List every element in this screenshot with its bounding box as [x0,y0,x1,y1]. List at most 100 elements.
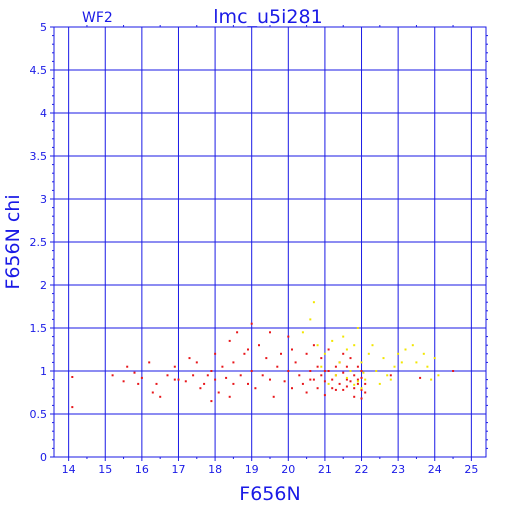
red-data-point [291,387,293,390]
yellow-data-point [367,352,370,355]
red-data-point [334,365,337,368]
x-tick-label: 14 [62,463,76,476]
yellow-data-point [349,370,352,372]
red-data-point [188,357,191,360]
yellow-data-point [360,387,363,390]
y-tick-label: 5 [40,21,47,34]
red-data-point [192,374,195,377]
yellow-data-point [422,352,425,355]
x-tick-label: 18 [208,463,222,476]
red-data-point [334,388,337,391]
yellow-data-point [320,365,323,368]
red-data-point [309,378,312,381]
red-data-point [137,382,140,385]
red-data-point [323,394,326,397]
red-data-point [232,382,235,385]
red-data-point [217,391,220,394]
yellow-data-point [393,365,396,368]
red-data-point [258,344,260,347]
red-data-point [214,352,217,355]
red-data-point [151,391,154,394]
red-data-point [210,400,213,403]
x-tick-label: 16 [135,463,149,476]
yellow-data-point [415,361,418,364]
red-data-point [261,374,264,377]
red-data-point [320,374,323,377]
red-data-point [254,387,257,390]
red-data-point [250,370,253,372]
red-data-point [173,378,176,381]
y-tick-label: 1.5 [30,322,48,335]
yellow-data-point [397,352,400,355]
yellow-data-point [331,339,334,342]
red-data-point [452,370,455,372]
red-data-point [122,380,125,383]
red-data-point [276,365,279,368]
x-axis-label: F656N [239,483,300,505]
chart-title: lmc_u5i281 [213,6,322,28]
red-data-point [331,378,334,381]
red-data-point [364,382,367,385]
yellow-data-point [338,361,341,364]
red-data-point [345,365,348,368]
y-tick-label: 2 [40,279,47,292]
x-tick-label: 24 [428,463,442,476]
red-data-point [360,376,363,379]
red-data-point [228,395,231,398]
red-data-point [353,395,356,398]
red-data-point [364,391,367,394]
y-tick-label: 4.5 [30,64,48,77]
red-data-point [283,380,286,383]
x-tick-label: 21 [318,463,332,476]
red-data-point [360,397,363,400]
red-data-point [349,380,352,383]
red-data-point [228,339,231,342]
x-tick-label: 22 [355,463,369,476]
red-data-point [323,370,326,372]
red-data-point [210,370,213,372]
red-data-point [214,378,217,381]
red-data-point [232,361,235,364]
y-tick-label: 3.5 [30,150,48,163]
red-data-point [316,365,319,368]
red-data-point [126,365,129,368]
x-tick-label: 20 [281,463,295,476]
red-data-point [159,395,162,398]
yellow-data-point [386,374,389,377]
red-data-point [287,335,290,338]
red-data-point [269,378,271,381]
red-data-point [272,395,275,398]
yellow-data-point [433,357,436,360]
yellow-data-point [364,378,367,381]
yellow-data-point [353,344,356,347]
yellow-data-point [389,378,392,381]
red-data-point [327,348,330,351]
red-data-point [327,370,330,372]
panel-tag: WF2 [82,10,113,26]
red-data-point [301,382,304,385]
red-data-point [221,365,224,368]
yellow-data-point [360,361,363,364]
red-data-point [345,385,348,388]
red-data-point [298,374,301,377]
yellow-data-point [301,331,304,334]
red-data-point [353,374,356,377]
red-data-point [71,376,74,378]
y-tick-label: 0.5 [30,408,48,421]
yellow-data-point [356,327,359,329]
y-tick-label: 4 [40,107,47,120]
yellow-data-point [327,382,330,385]
y-tick-label: 3 [40,193,47,206]
red-data-point [206,374,209,377]
yellow-data-point [334,374,337,377]
red-data-point [323,380,326,383]
red-data-point [140,376,143,379]
x-tick-label: 25 [464,463,478,476]
red-data-point [203,382,206,385]
red-data-point [236,331,239,334]
red-data-point [287,370,290,372]
red-data-point [356,382,359,385]
x-tick-label: 15 [98,463,112,476]
